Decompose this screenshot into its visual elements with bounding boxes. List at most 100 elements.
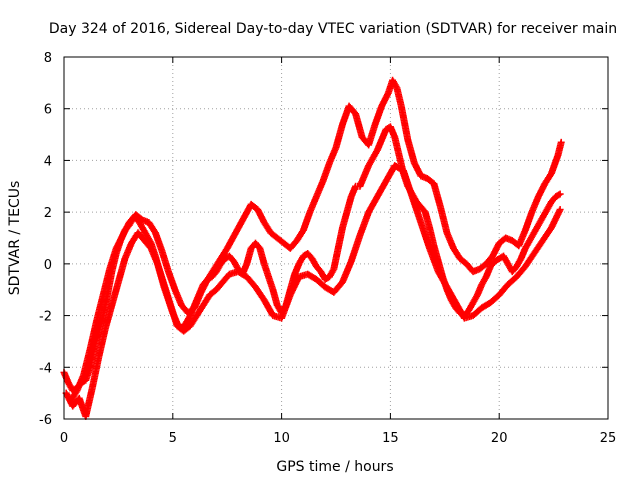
data-point bbox=[325, 145, 339, 167]
data-point bbox=[286, 238, 300, 252]
data-point bbox=[426, 244, 442, 274]
data-point bbox=[330, 246, 342, 273]
x-tick-label: 25 bbox=[600, 431, 617, 446]
data-point bbox=[557, 138, 565, 146]
data-point bbox=[541, 171, 554, 188]
data-point bbox=[417, 218, 433, 251]
data-point bbox=[378, 127, 389, 144]
data-point bbox=[217, 246, 230, 263]
y-tick-label: -6 bbox=[39, 413, 52, 428]
data-point bbox=[141, 237, 154, 251]
data-point bbox=[547, 153, 561, 177]
data-point bbox=[127, 230, 141, 247]
data-point bbox=[278, 292, 294, 322]
data-point bbox=[193, 303, 206, 320]
data-point bbox=[138, 216, 151, 226]
data-point bbox=[404, 136, 418, 165]
x-axis-label: GPS time / hours bbox=[276, 459, 393, 475]
y-tick-label: 2 bbox=[44, 206, 52, 221]
data-point bbox=[234, 268, 249, 280]
x-tick-label: 5 bbox=[169, 431, 177, 446]
y-axis-label: SDTVAR / TECUs bbox=[7, 181, 23, 296]
data-point bbox=[265, 273, 276, 292]
data-point bbox=[373, 137, 385, 154]
chart-title: Day 324 of 2016, Sidereal Day-to-day VTE… bbox=[49, 21, 617, 37]
x-tick-label: 0 bbox=[60, 431, 68, 446]
data-point bbox=[330, 279, 345, 296]
y-tick-label: 8 bbox=[44, 51, 52, 66]
data-point bbox=[430, 180, 444, 209]
data-point bbox=[273, 234, 286, 246]
x-tick-label: 10 bbox=[273, 431, 290, 446]
data-point bbox=[178, 301, 191, 316]
data-point bbox=[184, 305, 197, 317]
data-point bbox=[243, 273, 258, 290]
data-point bbox=[556, 190, 564, 198]
data-point bbox=[247, 200, 260, 213]
data-point bbox=[260, 260, 272, 279]
data-point bbox=[164, 268, 178, 292]
data-point bbox=[299, 210, 313, 234]
data-point bbox=[291, 261, 302, 278]
data-points bbox=[60, 76, 565, 420]
data-point bbox=[539, 225, 554, 245]
data-point bbox=[280, 239, 293, 251]
data-point bbox=[254, 206, 267, 225]
data-point bbox=[393, 84, 405, 108]
data-point bbox=[88, 355, 102, 392]
data-point bbox=[108, 280, 122, 309]
y-tick-label: 4 bbox=[44, 154, 52, 169]
data-point bbox=[391, 133, 403, 158]
data-point bbox=[86, 318, 100, 353]
data-point bbox=[352, 110, 366, 140]
data-point bbox=[95, 326, 109, 361]
data-point bbox=[151, 229, 165, 253]
data-point bbox=[93, 293, 107, 325]
data-point bbox=[356, 210, 372, 239]
data-point bbox=[436, 203, 451, 235]
data-point bbox=[334, 225, 346, 252]
data-point bbox=[521, 210, 535, 234]
data-point bbox=[526, 230, 537, 245]
data-point bbox=[386, 123, 398, 140]
data-point bbox=[339, 210, 350, 232]
y-tick-label: -2 bbox=[39, 310, 52, 325]
data-point bbox=[434, 268, 450, 290]
data-point bbox=[106, 246, 120, 273]
data-point bbox=[382, 163, 398, 185]
data-point bbox=[80, 347, 94, 379]
data-point bbox=[371, 104, 385, 128]
data-point bbox=[343, 194, 355, 216]
data-point bbox=[158, 247, 172, 274]
data-point bbox=[528, 194, 542, 216]
data-point bbox=[556, 206, 564, 214]
data-point bbox=[478, 274, 489, 289]
data-point bbox=[373, 179, 389, 201]
data-point bbox=[426, 224, 438, 248]
data-point bbox=[210, 256, 224, 273]
axis-ticks: 0 5 10 15 20 25 -6 -4 -2 0 2 4 6 8 bbox=[39, 51, 616, 446]
data-point bbox=[397, 102, 411, 142]
data-point bbox=[197, 277, 211, 296]
data-point bbox=[339, 259, 355, 286]
data-point bbox=[256, 244, 268, 266]
y-tick-label: 0 bbox=[44, 258, 52, 273]
y-tick-label: -4 bbox=[39, 361, 52, 376]
data-point bbox=[332, 122, 346, 151]
data-point bbox=[212, 279, 226, 294]
data-point bbox=[134, 229, 147, 243]
x-tick-label: 15 bbox=[382, 431, 399, 446]
plot-frame bbox=[63, 56, 609, 420]
data-point bbox=[554, 140, 565, 159]
data-point bbox=[365, 122, 379, 149]
data-point bbox=[260, 218, 274, 235]
data-point bbox=[365, 194, 381, 216]
y-tick-label: 6 bbox=[44, 103, 52, 118]
data-point bbox=[160, 281, 174, 308]
data-point bbox=[521, 238, 533, 252]
data-point bbox=[223, 202, 254, 252]
data-point bbox=[114, 256, 128, 286]
data-point bbox=[517, 246, 529, 263]
data-point bbox=[101, 303, 115, 332]
